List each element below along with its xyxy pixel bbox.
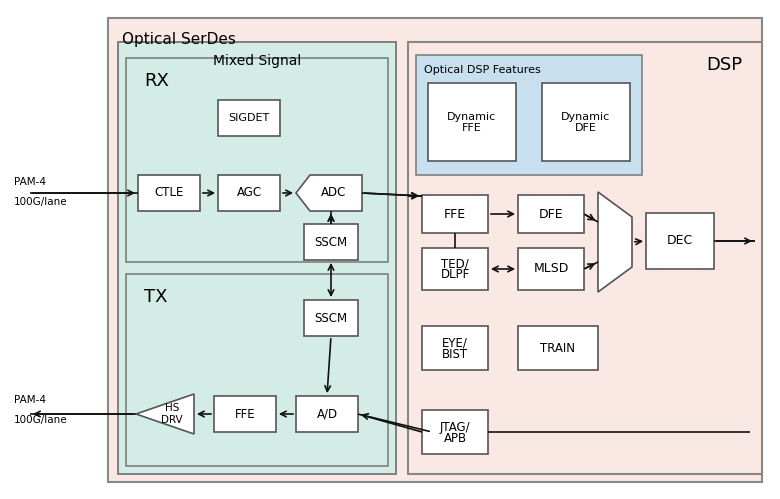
- Polygon shape: [296, 175, 362, 211]
- Bar: [218, 100, 280, 136]
- Bar: [296, 396, 358, 432]
- Text: PAM-4: PAM-4: [14, 395, 46, 405]
- Bar: [138, 175, 200, 211]
- Bar: [126, 58, 388, 262]
- Text: TX: TX: [144, 288, 168, 306]
- Bar: [422, 326, 488, 370]
- Text: HS: HS: [165, 403, 179, 413]
- Bar: [542, 83, 630, 161]
- Bar: [518, 248, 584, 290]
- Bar: [408, 42, 762, 474]
- Text: MLSD: MLSD: [534, 262, 569, 275]
- Bar: [422, 195, 488, 233]
- Text: SIGDET: SIGDET: [229, 113, 270, 123]
- Bar: [646, 213, 714, 269]
- Text: SSCM: SSCM: [314, 311, 348, 324]
- Text: Optical DSP Features: Optical DSP Features: [424, 65, 541, 75]
- Text: 100G/lane: 100G/lane: [14, 415, 68, 425]
- Text: JTAG/: JTAG/: [440, 421, 470, 434]
- Bar: [422, 410, 488, 454]
- Text: 100G/lane: 100G/lane: [14, 197, 68, 207]
- Bar: [304, 300, 358, 336]
- Text: FFE: FFE: [462, 123, 482, 133]
- Text: TED/: TED/: [441, 257, 469, 270]
- Text: Mixed Signal: Mixed Signal: [213, 54, 301, 68]
- Text: DEC: DEC: [667, 235, 693, 248]
- Bar: [422, 248, 488, 290]
- Text: FFE: FFE: [444, 208, 466, 221]
- Text: DLPF: DLPF: [441, 268, 470, 281]
- Text: A/D: A/D: [317, 408, 338, 421]
- Bar: [126, 274, 388, 466]
- Text: BIST: BIST: [442, 347, 468, 360]
- Text: PAM-4: PAM-4: [14, 177, 46, 187]
- Bar: [428, 83, 516, 161]
- Text: DRV: DRV: [161, 415, 183, 425]
- Text: FFE: FFE: [235, 408, 255, 421]
- Text: RX: RX: [144, 72, 169, 90]
- Bar: [416, 55, 642, 175]
- Bar: [108, 18, 762, 482]
- Bar: [518, 195, 584, 233]
- Text: CTLE: CTLE: [154, 187, 183, 200]
- Text: DFE: DFE: [575, 123, 597, 133]
- Bar: [304, 224, 358, 260]
- Text: DFE: DFE: [539, 208, 563, 221]
- Bar: [518, 326, 598, 370]
- Polygon shape: [136, 394, 194, 434]
- Text: SSCM: SSCM: [314, 236, 348, 249]
- Bar: [218, 175, 280, 211]
- Text: DSP: DSP: [706, 56, 742, 74]
- Text: AGC: AGC: [236, 187, 261, 200]
- Bar: [118, 42, 396, 474]
- Text: TRAIN: TRAIN: [541, 341, 576, 354]
- Text: Dynamic: Dynamic: [562, 112, 611, 122]
- Bar: [214, 396, 276, 432]
- Text: Dynamic: Dynamic: [448, 112, 497, 122]
- Text: EYE/: EYE/: [442, 336, 468, 349]
- Text: Optical SerDes: Optical SerDes: [122, 32, 236, 47]
- Text: ADC: ADC: [321, 187, 346, 200]
- Text: APB: APB: [444, 432, 466, 445]
- Polygon shape: [598, 192, 632, 292]
